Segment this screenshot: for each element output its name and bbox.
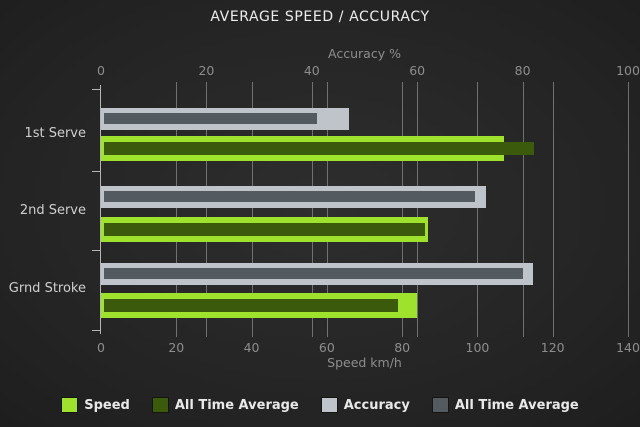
bottom-axis-tick-label: 20 <box>168 340 185 355</box>
bar-accuracy-average-1st-serve <box>104 113 318 124</box>
gridline <box>252 82 253 337</box>
top-axis-title: Accuracy % <box>328 46 401 61</box>
legend-label-speed: Speed <box>84 397 130 413</box>
legend-item-accuracy: Accuracy <box>320 397 410 413</box>
y-axis-tick <box>92 89 100 90</box>
legend-item-accuracy-all-time-average: All Time Average <box>431 397 579 413</box>
bar-speed-average-1st-serve <box>104 142 534 155</box>
top-axis-tick-label: 100 <box>616 63 640 78</box>
gridline <box>402 82 403 337</box>
accuracy-swatch-icon <box>320 397 338 413</box>
category-label: Grnd Stroke <box>8 281 86 296</box>
bar-speed-average-2nd-serve <box>104 223 425 236</box>
chart-title: AVERAGE SPEED / ACCURACY <box>210 9 430 25</box>
gridline <box>628 82 629 337</box>
bottom-axis-tick-label: 80 <box>394 340 411 355</box>
bar-speed-average-grnd-stroke <box>104 299 399 312</box>
bar-accuracy-average-grnd-stroke <box>104 268 523 279</box>
bottom-axis-title: Speed km/h <box>327 355 402 370</box>
bottom-axis-tick-label: 100 <box>465 340 490 355</box>
y-axis-tick <box>92 171 100 172</box>
bar-accuracy-average-2nd-serve <box>104 191 476 202</box>
gridline <box>417 82 418 337</box>
legend-label-speed-average: All Time Average <box>174 397 299 413</box>
top-axis-tick-label: 0 <box>97 63 105 78</box>
bottom-axis-tick-label: 60 <box>318 340 335 355</box>
speed-swatch-icon <box>61 397 79 413</box>
y-axis-tick <box>92 330 100 331</box>
legend-label-accuracy-average: All Time Average <box>454 397 579 413</box>
gridline <box>553 82 554 337</box>
top-axis-tick-label: 60 <box>409 63 426 78</box>
gridline <box>523 82 524 337</box>
top-axis-tick-label: 20 <box>198 63 215 78</box>
category-label: 1st Serve <box>24 126 86 141</box>
y-axis-tick <box>92 250 100 251</box>
gridline <box>477 82 478 337</box>
category-label: 2nd Serve <box>19 203 86 218</box>
top-axis-tick-label: 40 <box>303 63 320 78</box>
gridline <box>327 82 328 337</box>
legend: Speed All Time Average Accuracy All Time… <box>0 397 640 413</box>
top-axis-tick-label: 80 <box>514 63 531 78</box>
bottom-axis-tick-label: 0 <box>97 340 105 355</box>
gridline <box>176 82 177 337</box>
legend-item-speed: Speed <box>61 397 130 413</box>
gridline <box>206 82 207 337</box>
y-axis-line <box>100 85 101 334</box>
speed-average-swatch-icon <box>151 397 169 413</box>
bottom-axis-tick-label: 140 <box>616 340 640 355</box>
bottom-axis-tick-label: 120 <box>540 340 565 355</box>
gridline <box>312 82 313 337</box>
legend-label-accuracy: Accuracy <box>343 397 410 413</box>
accuracy-average-swatch-icon <box>431 397 449 413</box>
legend-item-speed-all-time-average: All Time Average <box>151 397 299 413</box>
bottom-axis-tick-label: 40 <box>243 340 260 355</box>
